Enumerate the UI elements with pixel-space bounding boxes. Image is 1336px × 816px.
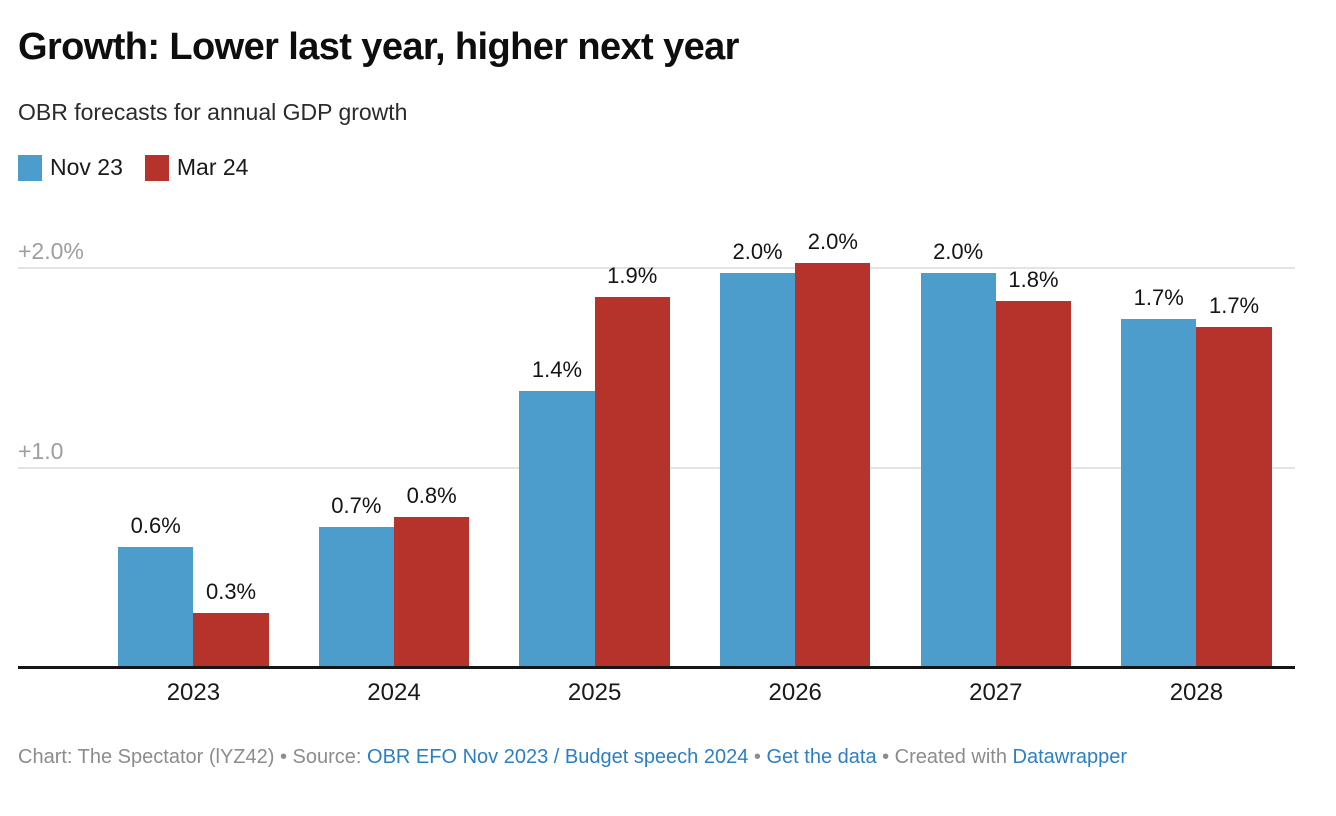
footer-text: • Created with	[876, 746, 1013, 768]
legend-swatch-icon	[18, 154, 42, 181]
bar-nov-23-2027[interactable]	[920, 273, 996, 667]
legend-item-mar-24: Mar 24	[144, 154, 249, 181]
get-the-data-link[interactable]: Get the data	[766, 746, 877, 768]
bar-mar-24-2024[interactable]	[394, 517, 470, 667]
value-label: 1.8%	[1008, 267, 1059, 292]
legend-label: Nov 23	[50, 154, 123, 180]
legend-item-nov-23: Nov 23	[18, 154, 123, 181]
value-label: 0.3%	[205, 579, 257, 604]
y-axis-tick-label: +1.0	[18, 438, 64, 464]
x-axis-label: 2028	[1169, 679, 1224, 706]
bar-mar-24-2025[interactable]	[594, 297, 670, 667]
value-label: 2.0%	[933, 239, 984, 264]
legend-swatch-icon	[144, 154, 169, 181]
x-axis-label: 2027	[969, 679, 1023, 706]
value-label: 1.7%	[1208, 293, 1260, 318]
datawrapper-link[interactable]: Datawrapper	[1012, 746, 1128, 768]
x-axis-label: 2026	[768, 679, 822, 706]
value-label: 1.9%	[607, 263, 658, 288]
legend-label: Mar 24	[176, 154, 249, 180]
x-axis-label: 2023	[166, 679, 221, 706]
value-label: 0.7%	[331, 493, 382, 518]
legend: Nov 23 Mar 24	[18, 154, 248, 181]
value-label: 0.8%	[406, 483, 457, 508]
x-axis-line	[18, 666, 1295, 669]
bar-mar-24-2026[interactable]	[795, 263, 871, 667]
x-axis-label: 2025	[567, 679, 622, 706]
bar-mar-24-2027[interactable]	[995, 301, 1072, 667]
footer-text: Chart: The Spectator (lYZ42) • Source:	[18, 746, 368, 768]
y-axis-tick-label: +2.0%	[18, 238, 84, 264]
value-label: 2.0%	[732, 239, 783, 264]
bar-nov-23-2025[interactable]	[519, 391, 595, 667]
footer-text: •	[748, 746, 767, 768]
bar-nov-23-2026[interactable]	[719, 273, 796, 667]
bar-nov-23-2028[interactable]	[1121, 319, 1197, 667]
bar-nov-23-2024[interactable]	[318, 527, 394, 667]
chart-title: Growth: Lower last year, higher next yea…	[18, 26, 739, 68]
source-link[interactable]: OBR EFO Nov 2023 / Budget speech 2024	[367, 746, 749, 768]
value-label: 0.6%	[130, 513, 181, 538]
x-axis-label: 2024	[367, 679, 421, 706]
value-label: 1.4%	[531, 357, 583, 382]
bar-mar-24-2023[interactable]	[193, 613, 269, 667]
bar-nov-23-2023[interactable]	[118, 547, 194, 667]
bar-mar-24-2028[interactable]	[1196, 327, 1272, 667]
value-label: 1.7%	[1133, 285, 1184, 310]
footer: Chart: The Spectator (lYZ42) • Source: O…	[18, 746, 1127, 769]
chart-subtitle: OBR forecasts for annual GDP growth	[18, 99, 408, 125]
y-gridline	[18, 267, 1295, 269]
value-label: 2.0%	[807, 229, 858, 254]
